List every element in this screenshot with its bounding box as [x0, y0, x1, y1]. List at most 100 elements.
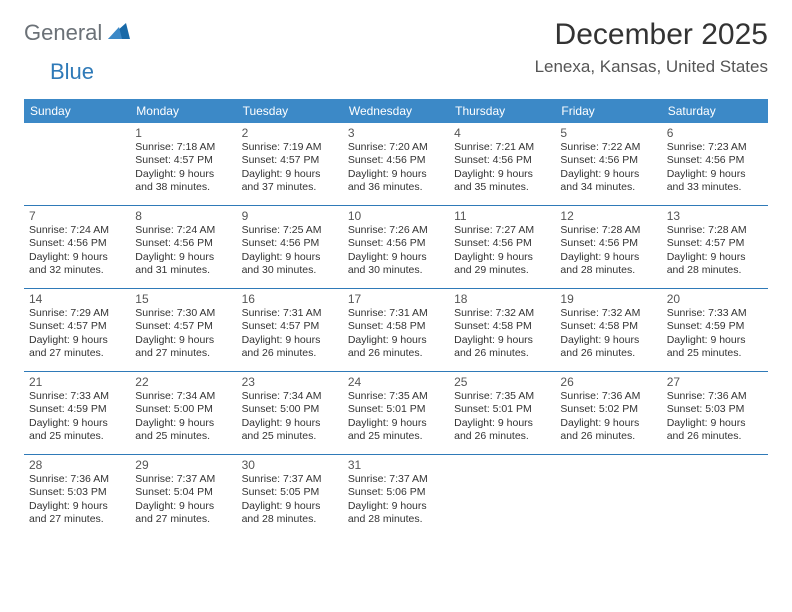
day-number: 6: [667, 126, 763, 140]
week-row: 21Sunrise: 7:33 AMSunset: 4:59 PMDayligh…: [24, 371, 768, 448]
day-details: Sunrise: 7:22 AMSunset: 4:56 PMDaylight:…: [560, 141, 656, 195]
logo-sail-icon: [108, 21, 130, 46]
day-number: 24: [348, 375, 444, 389]
day-number: 27: [667, 375, 763, 389]
day-details: Sunrise: 7:28 AMSunset: 4:57 PMDaylight:…: [667, 224, 763, 278]
day-cell: [24, 123, 130, 199]
day-details: Sunrise: 7:34 AMSunset: 5:00 PMDaylight:…: [242, 390, 338, 444]
week-row: 1Sunrise: 7:18 AMSunset: 4:57 PMDaylight…: [24, 123, 768, 199]
day-number: 18: [454, 292, 550, 306]
day-number: 11: [454, 209, 550, 223]
day-details: Sunrise: 7:37 AMSunset: 5:04 PMDaylight:…: [135, 473, 231, 527]
week-row: 7Sunrise: 7:24 AMSunset: 4:56 PMDaylight…: [24, 205, 768, 282]
day-cell: 14Sunrise: 7:29 AMSunset: 4:57 PMDayligh…: [24, 289, 130, 365]
day-cell: 3Sunrise: 7:20 AMSunset: 4:56 PMDaylight…: [343, 123, 449, 199]
day-details: Sunrise: 7:18 AMSunset: 4:57 PMDaylight:…: [135, 141, 231, 195]
day-number: 4: [454, 126, 550, 140]
day-cell: 20Sunrise: 7:33 AMSunset: 4:59 PMDayligh…: [662, 289, 768, 365]
day-details: Sunrise: 7:31 AMSunset: 4:57 PMDaylight:…: [242, 307, 338, 361]
day-details: Sunrise: 7:24 AMSunset: 4:56 PMDaylight:…: [29, 224, 125, 278]
calendar-table: Sunday Monday Tuesday Wednesday Thursday…: [24, 99, 768, 531]
day-number: 10: [348, 209, 444, 223]
location-text: Lenexa, Kansas, United States: [535, 57, 768, 77]
day-cell: 30Sunrise: 7:37 AMSunset: 5:05 PMDayligh…: [237, 455, 343, 531]
day-cell: 13Sunrise: 7:28 AMSunset: 4:57 PMDayligh…: [662, 206, 768, 282]
day-cell: 17Sunrise: 7:31 AMSunset: 4:58 PMDayligh…: [343, 289, 449, 365]
day-details: Sunrise: 7:28 AMSunset: 4:56 PMDaylight:…: [560, 224, 656, 278]
day-details: Sunrise: 7:34 AMSunset: 5:00 PMDaylight:…: [135, 390, 231, 444]
day-cell: 23Sunrise: 7:34 AMSunset: 5:00 PMDayligh…: [237, 372, 343, 448]
day-number: 9: [242, 209, 338, 223]
day-number: 12: [560, 209, 656, 223]
day-cell: 9Sunrise: 7:25 AMSunset: 4:56 PMDaylight…: [237, 206, 343, 282]
day-details: Sunrise: 7:37 AMSunset: 5:05 PMDaylight:…: [242, 473, 338, 527]
day-details: Sunrise: 7:25 AMSunset: 4:56 PMDaylight:…: [242, 224, 338, 278]
day-number: 16: [242, 292, 338, 306]
month-title: December 2025: [535, 18, 768, 51]
day-cell: 28Sunrise: 7:36 AMSunset: 5:03 PMDayligh…: [24, 455, 130, 531]
day-number: 22: [135, 375, 231, 389]
day-details: Sunrise: 7:26 AMSunset: 4:56 PMDaylight:…: [348, 224, 444, 278]
day-number: 3: [348, 126, 444, 140]
day-number: 13: [667, 209, 763, 223]
day-cell: [555, 455, 661, 531]
day-details: Sunrise: 7:35 AMSunset: 5:01 PMDaylight:…: [454, 390, 550, 444]
day-details: Sunrise: 7:33 AMSunset: 4:59 PMDaylight:…: [667, 307, 763, 361]
day-number: 29: [135, 458, 231, 472]
day-cell: 16Sunrise: 7:31 AMSunset: 4:57 PMDayligh…: [237, 289, 343, 365]
weekday-header: Tuesday: [237, 99, 343, 123]
day-cell: 2Sunrise: 7:19 AMSunset: 4:57 PMDaylight…: [237, 123, 343, 199]
day-cell: 15Sunrise: 7:30 AMSunset: 4:57 PMDayligh…: [130, 289, 236, 365]
day-number: 7: [29, 209, 125, 223]
day-number: 17: [348, 292, 444, 306]
logo-text-blue: Blue: [50, 59, 94, 84]
weekday-header: Sunday: [24, 99, 130, 123]
day-number: 2: [242, 126, 338, 140]
day-details: Sunrise: 7:37 AMSunset: 5:06 PMDaylight:…: [348, 473, 444, 527]
logo-text-general: General: [24, 20, 102, 46]
day-number: 26: [560, 375, 656, 389]
day-number: 8: [135, 209, 231, 223]
weekday-header: Monday: [130, 99, 236, 123]
day-details: Sunrise: 7:19 AMSunset: 4:57 PMDaylight:…: [242, 141, 338, 195]
day-cell: 26Sunrise: 7:36 AMSunset: 5:02 PMDayligh…: [555, 372, 661, 448]
weekday-header: Wednesday: [343, 99, 449, 123]
day-number: 30: [242, 458, 338, 472]
day-number: 19: [560, 292, 656, 306]
day-details: Sunrise: 7:31 AMSunset: 4:58 PMDaylight:…: [348, 307, 444, 361]
weekday-header: Friday: [555, 99, 661, 123]
brand-logo: General: [24, 20, 132, 46]
day-cell: 12Sunrise: 7:28 AMSunset: 4:56 PMDayligh…: [555, 206, 661, 282]
week-row: 14Sunrise: 7:29 AMSunset: 4:57 PMDayligh…: [24, 288, 768, 365]
day-details: Sunrise: 7:24 AMSunset: 4:56 PMDaylight:…: [135, 224, 231, 278]
day-cell: [662, 455, 768, 531]
day-cell: 11Sunrise: 7:27 AMSunset: 4:56 PMDayligh…: [449, 206, 555, 282]
day-details: Sunrise: 7:20 AMSunset: 4:56 PMDaylight:…: [348, 141, 444, 195]
day-cell: 18Sunrise: 7:32 AMSunset: 4:58 PMDayligh…: [449, 289, 555, 365]
day-cell: [449, 455, 555, 531]
day-details: Sunrise: 7:21 AMSunset: 4:56 PMDaylight:…: [454, 141, 550, 195]
day-cell: 29Sunrise: 7:37 AMSunset: 5:04 PMDayligh…: [130, 455, 236, 531]
day-details: Sunrise: 7:27 AMSunset: 4:56 PMDaylight:…: [454, 224, 550, 278]
day-cell: 31Sunrise: 7:37 AMSunset: 5:06 PMDayligh…: [343, 455, 449, 531]
day-details: Sunrise: 7:29 AMSunset: 4:57 PMDaylight:…: [29, 307, 125, 361]
day-details: Sunrise: 7:33 AMSunset: 4:59 PMDaylight:…: [29, 390, 125, 444]
day-cell: 5Sunrise: 7:22 AMSunset: 4:56 PMDaylight…: [555, 123, 661, 199]
day-number: 25: [454, 375, 550, 389]
day-number: 20: [667, 292, 763, 306]
day-details: Sunrise: 7:35 AMSunset: 5:01 PMDaylight:…: [348, 390, 444, 444]
day-cell: 6Sunrise: 7:23 AMSunset: 4:56 PMDaylight…: [662, 123, 768, 199]
day-number: 1: [135, 126, 231, 140]
weekday-header-row: Sunday Monday Tuesday Wednesday Thursday…: [24, 99, 768, 123]
weekday-header: Thursday: [449, 99, 555, 123]
day-number: 31: [348, 458, 444, 472]
day-number: 21: [29, 375, 125, 389]
day-cell: 24Sunrise: 7:35 AMSunset: 5:01 PMDayligh…: [343, 372, 449, 448]
day-cell: 25Sunrise: 7:35 AMSunset: 5:01 PMDayligh…: [449, 372, 555, 448]
week-row: 28Sunrise: 7:36 AMSunset: 5:03 PMDayligh…: [24, 454, 768, 531]
day-cell: 8Sunrise: 7:24 AMSunset: 4:56 PMDaylight…: [130, 206, 236, 282]
day-cell: 1Sunrise: 7:18 AMSunset: 4:57 PMDaylight…: [130, 123, 236, 199]
day-number: 28: [29, 458, 125, 472]
day-details: Sunrise: 7:23 AMSunset: 4:56 PMDaylight:…: [667, 141, 763, 195]
day-cell: 27Sunrise: 7:36 AMSunset: 5:03 PMDayligh…: [662, 372, 768, 448]
